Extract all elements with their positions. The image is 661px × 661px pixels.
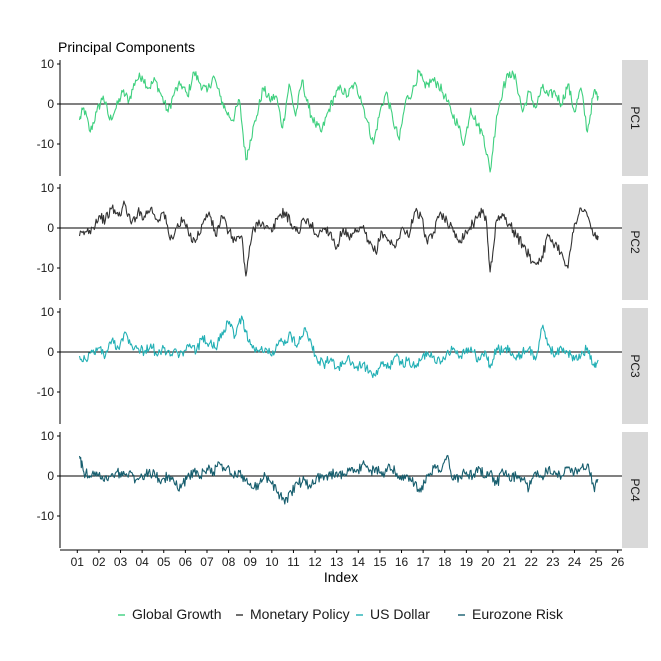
- legend-item: Eurozone Risk: [458, 606, 564, 622]
- facet-strip-label: PC1: [628, 106, 642, 130]
- y-tick-label: 10: [41, 57, 55, 71]
- x-tick-label: 13: [330, 555, 344, 569]
- legend-item: Monetary Policy: [236, 606, 350, 622]
- facet-strip-pc1: [622, 60, 648, 176]
- series-line-pc2: [78, 200, 599, 277]
- x-tick-label: 04: [135, 555, 149, 569]
- y-tick-label: -10: [37, 509, 55, 523]
- x-tick-label: 20: [481, 555, 495, 569]
- legend-label: US Dollar: [370, 606, 430, 622]
- x-tick-label: 14: [352, 555, 366, 569]
- legend-item: Global Growth: [118, 606, 221, 622]
- facet-panel-pc3: PC3 10 0 -10: [37, 305, 648, 424]
- x-tick-label: 19: [460, 555, 474, 569]
- x-tick-label: 02: [92, 555, 106, 569]
- facet-strip-pc2: [622, 184, 648, 300]
- x-tick-label: 06: [179, 555, 193, 569]
- legend-label: Global Growth: [132, 606, 221, 622]
- y-tick-label: -10: [37, 261, 55, 275]
- x-tick-label: 01: [71, 555, 85, 569]
- x-axis-label: Index: [324, 569, 358, 585]
- x-tick-label: 25: [589, 555, 603, 569]
- y-tick-label: 0: [47, 221, 54, 235]
- facet-strip-label: PC4: [628, 478, 642, 502]
- x-tick-label: 15: [373, 555, 387, 569]
- legend-label: Monetary Policy: [250, 606, 350, 622]
- y-tick-label: 10: [41, 181, 55, 195]
- y-tick-label: 10: [41, 305, 55, 319]
- series-line-pc3: [78, 315, 599, 379]
- x-tick-label: 26: [611, 555, 625, 569]
- y-tick-label: 0: [47, 97, 54, 111]
- facet-strip-pc4: [622, 432, 648, 548]
- x-tick-label: 23: [546, 555, 560, 569]
- series-line-pc4: [78, 454, 599, 505]
- legend: Global Growth Monetary Policy US Dollar Eur…: [118, 606, 564, 622]
- legend-item: US Dollar: [356, 606, 430, 622]
- facet-strip-pc3: [622, 308, 648, 424]
- x-tick-label: 09: [244, 555, 258, 569]
- facet-panel-pc1: PC1 10 0 -10: [37, 57, 648, 176]
- x-tick-label: 18: [438, 555, 452, 569]
- series-line-pc1: [78, 69, 599, 173]
- chart-title: Principal Components: [58, 39, 195, 55]
- x-tick-label: 16: [395, 555, 409, 569]
- x-tick-label: 05: [157, 555, 171, 569]
- facet-panel-pc2: PC2 10 0 -10: [37, 181, 648, 300]
- x-tick-label: 03: [114, 555, 128, 569]
- y-tick-label: 0: [47, 345, 54, 359]
- x-tick-label: 08: [222, 555, 236, 569]
- legend-label: Eurozone Risk: [472, 606, 564, 622]
- x-axis: 01 02 03 04 05 06 07 08 09 10 11 12 13 14 15 16 17 18 19 20…: [60, 549, 625, 569]
- facet-panels: PC1 10 0 -10 PC2 10 0 -10 PC3 10 0 -10 PC4 10 0 -10: [37, 57, 648, 548]
- y-tick-label: -10: [37, 385, 55, 399]
- x-tick-label: 22: [525, 555, 539, 569]
- facet-panel-pc4: PC4 10 0 -10: [37, 429, 648, 548]
- x-tick-label: 21: [503, 555, 517, 569]
- facet-strip-label: PC2: [628, 230, 642, 254]
- x-tick-label: 24: [568, 555, 582, 569]
- y-tick-label: -10: [37, 137, 55, 151]
- y-tick-label: 10: [41, 429, 55, 443]
- x-tick-label: 17: [416, 555, 430, 569]
- x-tick-label: 12: [308, 555, 322, 569]
- x-tick-label: 11: [287, 555, 300, 569]
- y-tick-label: 0: [47, 469, 54, 483]
- facet-strip-label: PC3: [628, 354, 642, 378]
- x-tick-label: 10: [265, 555, 279, 569]
- x-tick-label: 07: [200, 555, 214, 569]
